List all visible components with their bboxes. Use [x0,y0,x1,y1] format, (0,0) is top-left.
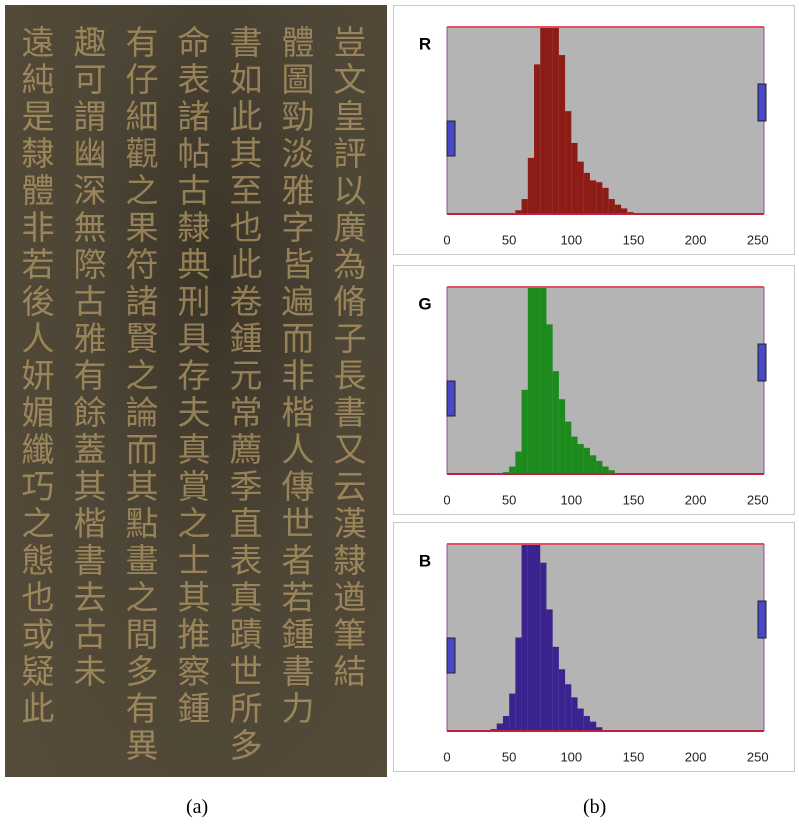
bar [515,210,522,214]
bar [621,208,628,214]
x-tick-label: 0 [443,492,450,507]
x-tick-label: 200 [685,749,707,764]
bar [509,693,516,731]
bar [515,637,522,731]
bar [558,399,566,474]
bar [589,455,597,474]
calligraphy-image: 豈文皇評以廣為脩子長書又云漢隸遒筆結 體圖勁淡雅字皆遍而非楷人傳世者若鍾書力 書如此… [5,5,387,777]
bar [565,421,572,474]
x-tick-label: 100 [560,232,582,247]
text-column: 趣可謂幽深無際古雅有餘蓋其楷書去古未 [68,25,107,691]
text-column: 豈文皇評以廣為脩子長書又云漢隸遒筆結 [328,25,367,691]
bar [540,562,547,731]
x-tick-label: 200 [685,492,707,507]
bar [583,716,590,731]
x-tick-label: 50 [502,232,516,247]
bar [546,609,553,731]
bar [527,157,535,214]
bar [552,646,559,731]
x-tick-label: 100 [560,492,582,507]
x-tick-label: 250 [747,749,769,764]
bar [515,451,522,474]
bar [558,55,566,214]
bar [540,287,547,474]
x-tick-label: 150 [623,232,645,247]
bar [589,180,597,214]
bar [534,544,541,731]
x-tick-label: 100 [560,749,582,764]
bar [521,199,528,214]
bar [527,287,535,474]
bar [534,287,541,474]
bar [608,199,615,214]
slider-handle [446,120,456,157]
slider-handle [446,637,456,674]
plot-area [447,287,764,474]
bar [496,723,503,731]
bar [596,460,603,474]
x-tick-label: 250 [747,232,769,247]
bar [571,697,578,731]
bar [540,27,547,214]
bar [608,470,615,474]
x-tick-label: 150 [623,492,645,507]
bar [571,142,578,214]
text-column: 遠純是隸體非若後人妍媚纖巧之態也或疑此 [16,25,55,728]
caption: (b) [583,796,607,818]
slider-handle [757,600,767,639]
x-tick-label: 0 [443,232,450,247]
bar [521,389,528,474]
bar [571,436,578,474]
x-tick-label: 0 [443,749,450,764]
x-tick-label: 50 [502,749,516,764]
bar [589,721,597,731]
chart-title: B [419,551,431,570]
bar [577,708,584,731]
text-column: 命表諸帖古隸典刑具存夫真賞之士其推察鍾 [172,25,211,728]
bar [602,466,609,474]
slider-handle [446,380,456,417]
bar [602,187,609,214]
slider-handle [757,343,767,382]
bar [614,204,622,214]
plot-area [447,544,764,731]
bar [583,447,590,474]
x-tick-label: 150 [623,749,645,764]
bar [596,727,603,731]
bar [546,27,553,214]
bar [527,544,535,731]
text-column: 體圖勁淡雅字皆遍而非楷人傳世者若鍾書力 [276,25,315,728]
slider-handle [757,83,767,122]
bar [534,64,541,215]
chart-title: G [418,294,431,313]
text-column: 書如此其至也此卷鍾元常薦季直表真蹟世所多 [224,25,263,765]
text-column: 有仔細觀之果符諸賢之論而其點畫之間多有異 [120,25,159,765]
x-tick-label: 200 [685,232,707,247]
bar [552,371,559,474]
bar [577,161,584,214]
bar [596,182,603,214]
bar [558,669,566,731]
bar [565,684,572,731]
bar [565,111,572,214]
bar [552,27,559,214]
bar [502,716,510,731]
x-tick-label: 250 [747,492,769,507]
plot-area [447,27,764,214]
bar [546,324,553,474]
x-tick-label: 50 [502,492,516,507]
bar [577,444,584,474]
bar [509,466,516,474]
chart-title: R [419,34,431,53]
bar [521,544,528,731]
caption: (a) [186,796,209,818]
bar [583,172,590,214]
